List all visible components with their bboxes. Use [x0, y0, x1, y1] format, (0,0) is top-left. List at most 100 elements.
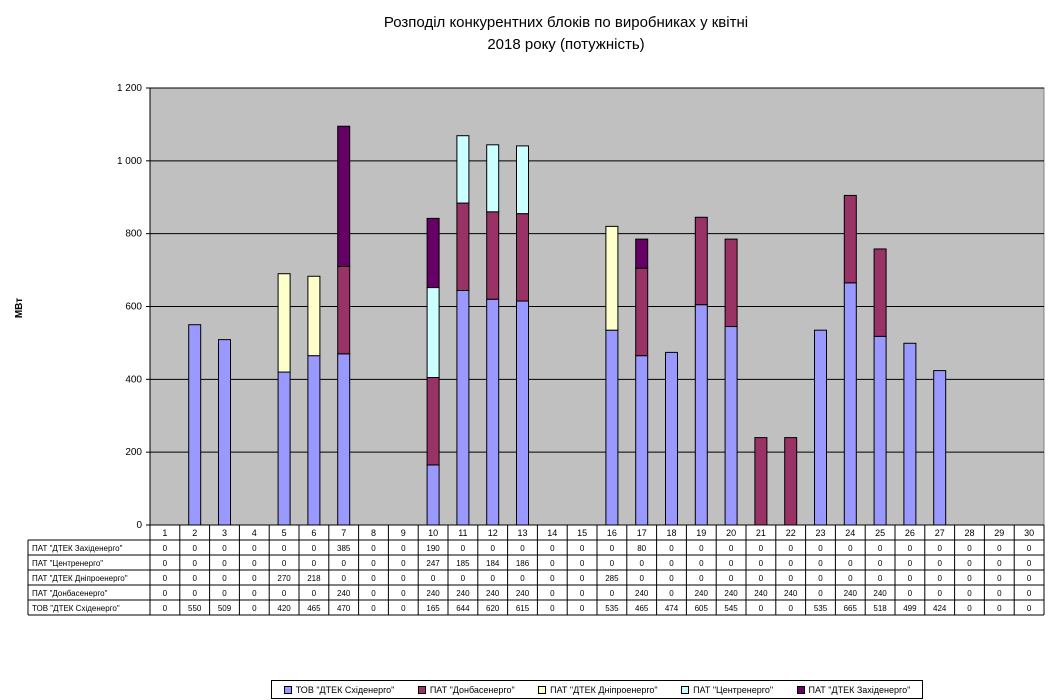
x-tick-label: 25 [875, 528, 885, 538]
x-tick-label: 6 [311, 528, 316, 538]
bar-segment [456, 135, 470, 204]
legend-label: ТОВ "ДТЕК Східенерго" [295, 684, 395, 695]
table-cell: 0 [312, 544, 317, 553]
x-tick-label: 28 [964, 528, 974, 538]
table-cell: 0 [550, 589, 555, 598]
bar-segment [843, 194, 857, 284]
bar-segment [516, 213, 529, 302]
table-cell: 0 [461, 574, 466, 583]
bar-segment [694, 216, 708, 306]
bar-segment [426, 217, 440, 289]
table-cell: 0 [610, 544, 615, 553]
table-cell: 0 [163, 574, 168, 583]
table-cell: 0 [312, 589, 317, 598]
x-tick-label: 30 [1024, 528, 1034, 538]
table-row-label: ПАТ "ДТЕК Дніпроенерго" [32, 574, 128, 583]
table-cell: 0 [729, 544, 734, 553]
table-cell: 499 [903, 604, 917, 613]
table-cell: 186 [516, 559, 530, 568]
table-cell: 605 [695, 604, 709, 613]
table-cell: 0 [908, 589, 913, 598]
table-cell: 0 [937, 589, 942, 598]
table-cell: 535 [605, 604, 619, 613]
table-cell: 0 [192, 589, 197, 598]
table-cell: 424 [933, 604, 947, 613]
x-tick-label: 26 [905, 528, 915, 538]
table-cell: 240 [635, 589, 649, 598]
x-tick-label: 15 [577, 528, 587, 538]
bar-segment [873, 335, 887, 526]
table-cell: 0 [788, 604, 793, 613]
legend-label: ПАТ "Центренерго" [693, 684, 774, 695]
table-cell: 385 [337, 544, 351, 553]
table-cell: 247 [426, 559, 440, 568]
table-cell: 0 [490, 544, 495, 553]
x-tick-label: 2 [192, 528, 197, 538]
bar-segment [337, 353, 351, 526]
bar-segment [486, 211, 500, 300]
bar-segment [605, 329, 619, 526]
table-cell: 270 [277, 574, 291, 583]
table-cell: 0 [252, 559, 257, 568]
table-cell: 240 [456, 589, 470, 598]
table-cell: 0 [967, 574, 972, 583]
table-cell: 190 [426, 544, 440, 553]
table-cell: 0 [222, 589, 227, 598]
table-cell: 0 [192, 574, 197, 583]
table-cell: 0 [967, 604, 972, 613]
bar-segment [277, 273, 291, 373]
table-cell: 240 [873, 589, 887, 598]
table-cell: 0 [252, 574, 257, 583]
legend-swatch [283, 685, 292, 694]
bar-segment [426, 377, 440, 466]
table-cell: 0 [967, 559, 972, 568]
table-cell: 0 [729, 559, 734, 568]
bar-segment [486, 144, 500, 213]
table-cell: 0 [371, 559, 376, 568]
bar-segment [665, 351, 678, 526]
table-cell: 474 [665, 604, 679, 613]
table-cell: 0 [759, 544, 764, 553]
table-cell: 0 [669, 589, 674, 598]
bar-segment [277, 371, 291, 526]
y-tick-label: 400 [125, 374, 142, 385]
legend-swatch [417, 685, 426, 694]
bar-segment [903, 342, 917, 526]
table-cell: 0 [282, 559, 287, 568]
table-cell: 0 [937, 574, 942, 583]
bar-segment [486, 298, 500, 526]
table-cell: 465 [307, 604, 321, 613]
x-tick-label: 5 [282, 528, 287, 538]
table-cell: 0 [282, 589, 287, 598]
legend-item: ПАТ "Центренерго" [681, 685, 773, 695]
table-cell: 0 [729, 574, 734, 583]
table-cell: 0 [252, 604, 257, 613]
table-cell: 0 [580, 574, 585, 583]
table-cell: 185 [456, 559, 470, 568]
table-cell: 80 [637, 544, 646, 553]
table-cell: 0 [610, 559, 615, 568]
bar-segment [516, 300, 529, 526]
table-cell: 0 [759, 574, 764, 583]
table-cell: 0 [997, 604, 1002, 613]
table-cell: 0 [341, 559, 346, 568]
table-cell: 615 [516, 604, 530, 613]
table-cell: 0 [252, 544, 257, 553]
chart-title-line-2: 2018 року (потужність) [487, 36, 645, 53]
legend-label: ПАТ "ДТЕК Дніпроенерго" [550, 684, 658, 695]
table-cell: 620 [486, 604, 500, 613]
table-cell: 0 [639, 574, 644, 583]
legend-swatch [796, 685, 805, 694]
table-cell: 240 [754, 589, 768, 598]
x-tick-label: 9 [401, 528, 406, 538]
table-cell: 0 [908, 544, 913, 553]
x-tick-label: 7 [341, 528, 346, 538]
table-cell: 0 [669, 574, 674, 583]
y-tick-label: 800 [125, 229, 142, 240]
table-cell: 0 [192, 544, 197, 553]
x-tick-label: 14 [547, 528, 557, 538]
chart-title-line-1: Розподіл конкурентних блоків по виробник… [383, 14, 749, 31]
bar-segment [784, 437, 798, 526]
table-cell: 0 [222, 574, 227, 583]
table-cell: 0 [997, 574, 1002, 583]
